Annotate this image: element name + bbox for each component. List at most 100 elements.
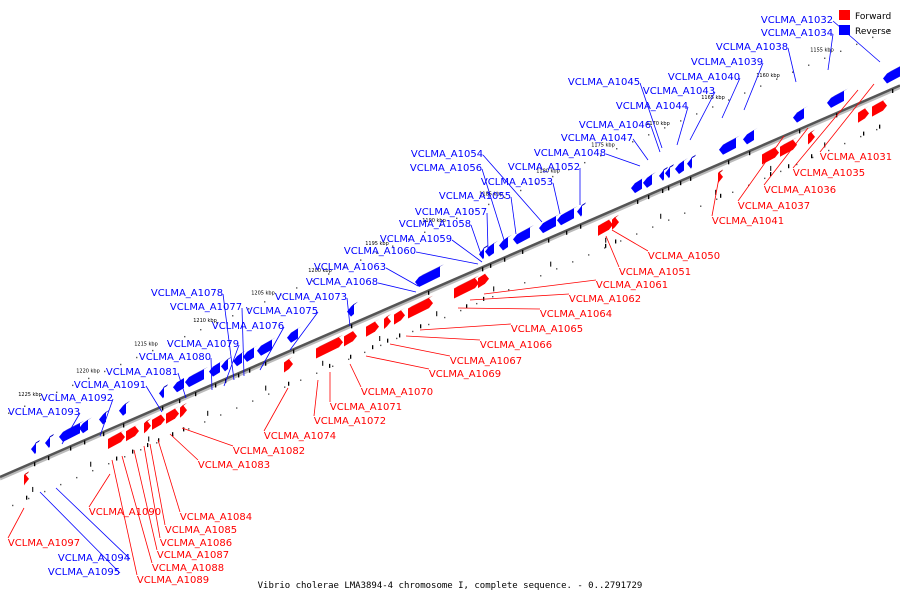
forward-gene-7-face [598, 219, 613, 236]
tick-label: 1190 kbp [422, 218, 446, 224]
reverse-gene-11-face [631, 178, 642, 194]
lower-scale-dot [828, 149, 830, 152]
forward-gene-4-shadow-tick [788, 164, 790, 169]
reverse-gene-2-top [831, 88, 848, 98]
leader-line [819, 83, 875, 153]
gene-label-forward: VCLMA_A1035 [793, 168, 865, 179]
reverse-gene-24-shadow-tick [238, 373, 240, 378]
lower-scale-dot [396, 337, 398, 340]
tick-mark [265, 385, 267, 391]
upper-scale-dot [392, 245, 394, 247]
reverse-gene-17-top [489, 240, 498, 247]
gene-label-reverse: VCLMA_A1052 [508, 162, 580, 173]
upper-scale-dot [856, 43, 858, 46]
reverse-gene-8-shadow-tick [668, 186, 670, 191]
reverse-gene-9-shadow-tick [662, 189, 664, 194]
reverse-gene-12 [577, 202, 586, 229]
forward-gene-21-shadow-tick [147, 443, 149, 448]
forward-gene-7-shadow-tick [605, 243, 607, 248]
leader-line [157, 439, 181, 513]
reverse-gene-28-shadow-tick [179, 399, 181, 404]
forward-gene-8-shadow-tick [615, 239, 617, 244]
reverse-gene-29-top [163, 384, 168, 389]
upper-scale-dot [632, 141, 634, 143]
lower-scale-dot [284, 386, 286, 388]
leader-line [39, 491, 121, 574]
gene-label-reverse: VCLMA_A1092 [41, 393, 113, 404]
gene-label-reverse: VCLMA_A1078 [151, 288, 223, 299]
upper-scale-dot [520, 189, 522, 192]
forward-gene-9-face [478, 273, 489, 289]
reverse-gene-14 [539, 213, 560, 243]
upper-scale-dot [728, 99, 730, 101]
reverse-gene-5-top [723, 135, 740, 145]
lower-scale-dot [812, 156, 814, 159]
lower-scale-dot [252, 400, 254, 402]
lower-scale-dot [300, 379, 302, 381]
upper-scale-dot [408, 238, 410, 240]
legend-forward-swatch [839, 10, 850, 20]
leader-line [457, 307, 541, 310]
forward-gene-5 [762, 145, 779, 177]
leader-line [419, 323, 512, 331]
forward-gene-4-top [780, 137, 797, 147]
forward-gene-23 [108, 429, 125, 461]
upper-scale-dot [648, 134, 650, 136]
leader-line [88, 473, 111, 508]
gene-label-reverse: VCLMA_A1075 [246, 306, 318, 317]
reverse-gene-8 [665, 164, 674, 191]
reverse-gene-35 [31, 439, 40, 467]
forward-gene-22-top [126, 423, 139, 432]
forward-gene-20-top [152, 412, 165, 420]
reverse-gene-26-top [213, 359, 224, 367]
forward-gene-18-top [180, 402, 187, 408]
upper-scale-dot [40, 398, 42, 400]
reverse-gene-4-shadow-tick [749, 151, 751, 156]
tick-label: 1195 kbp [365, 241, 389, 247]
upper-scale-dot [808, 64, 810, 66]
lower-scale-dot [588, 254, 590, 256]
lower-scale-dot [460, 309, 462, 312]
upper-scale-dot [280, 294, 282, 296]
tick-mark [379, 336, 381, 342]
map-caption: Vibrio cholerae LMA3894-4 chromosome I, … [258, 581, 643, 591]
reverse-gene-1 [883, 66, 900, 93]
reverse-gene-27-shadow-tick [195, 392, 197, 397]
tick-label: 1160 kbp [756, 73, 780, 79]
gene-label-forward: VCLMA_A1031 [820, 152, 892, 163]
upper-scale-dot [104, 370, 106, 373]
gene-label-forward: VCLMA_A1050 [648, 251, 720, 262]
gene-features [24, 66, 900, 500]
forward-gene-16 [316, 334, 343, 368]
forward-gene-6-top [718, 169, 723, 174]
lower-scale-dot [380, 344, 382, 347]
reverse-gene-34-face [45, 436, 50, 448]
lower-scale-dot [780, 170, 782, 173]
forward-gene-16-shadow-tick [329, 363, 331, 368]
reverse-gene-28 [173, 375, 188, 404]
reverse-gene-30-shadow-tick [123, 423, 125, 428]
upper-scale-dot [696, 113, 698, 115]
reverse-gene-19 [415, 264, 444, 295]
gene-label-forward: VCLMA_A1097 [8, 538, 80, 549]
upper-scale-dot [424, 231, 426, 233]
upper-scale-dot [888, 29, 890, 32]
reverse-gene-8-top [669, 164, 674, 169]
leader-line [632, 138, 649, 161]
lower-scale-dot [556, 268, 558, 270]
tick-mark [660, 213, 662, 219]
upper-scale-dot [184, 335, 186, 338]
forward-gene-15-top [344, 328, 357, 337]
forward-gene-3-shadow-tick [811, 154, 813, 159]
upper-scale-dot [712, 106, 714, 108]
reverse-gene-26-face [209, 362, 220, 377]
lower-scale-dot [572, 261, 574, 263]
gene-label-forward: VCLMA_A1090 [89, 507, 161, 518]
lower-scale-dot [92, 469, 94, 472]
tick-label: 1185 kbp [479, 191, 503, 197]
upper-scale-dot [504, 196, 506, 199]
reverse-gene-10-face [643, 174, 652, 188]
gene-label-reverse: VCLMA_A1095 [48, 567, 120, 578]
reverse-gene-3 [793, 105, 808, 134]
